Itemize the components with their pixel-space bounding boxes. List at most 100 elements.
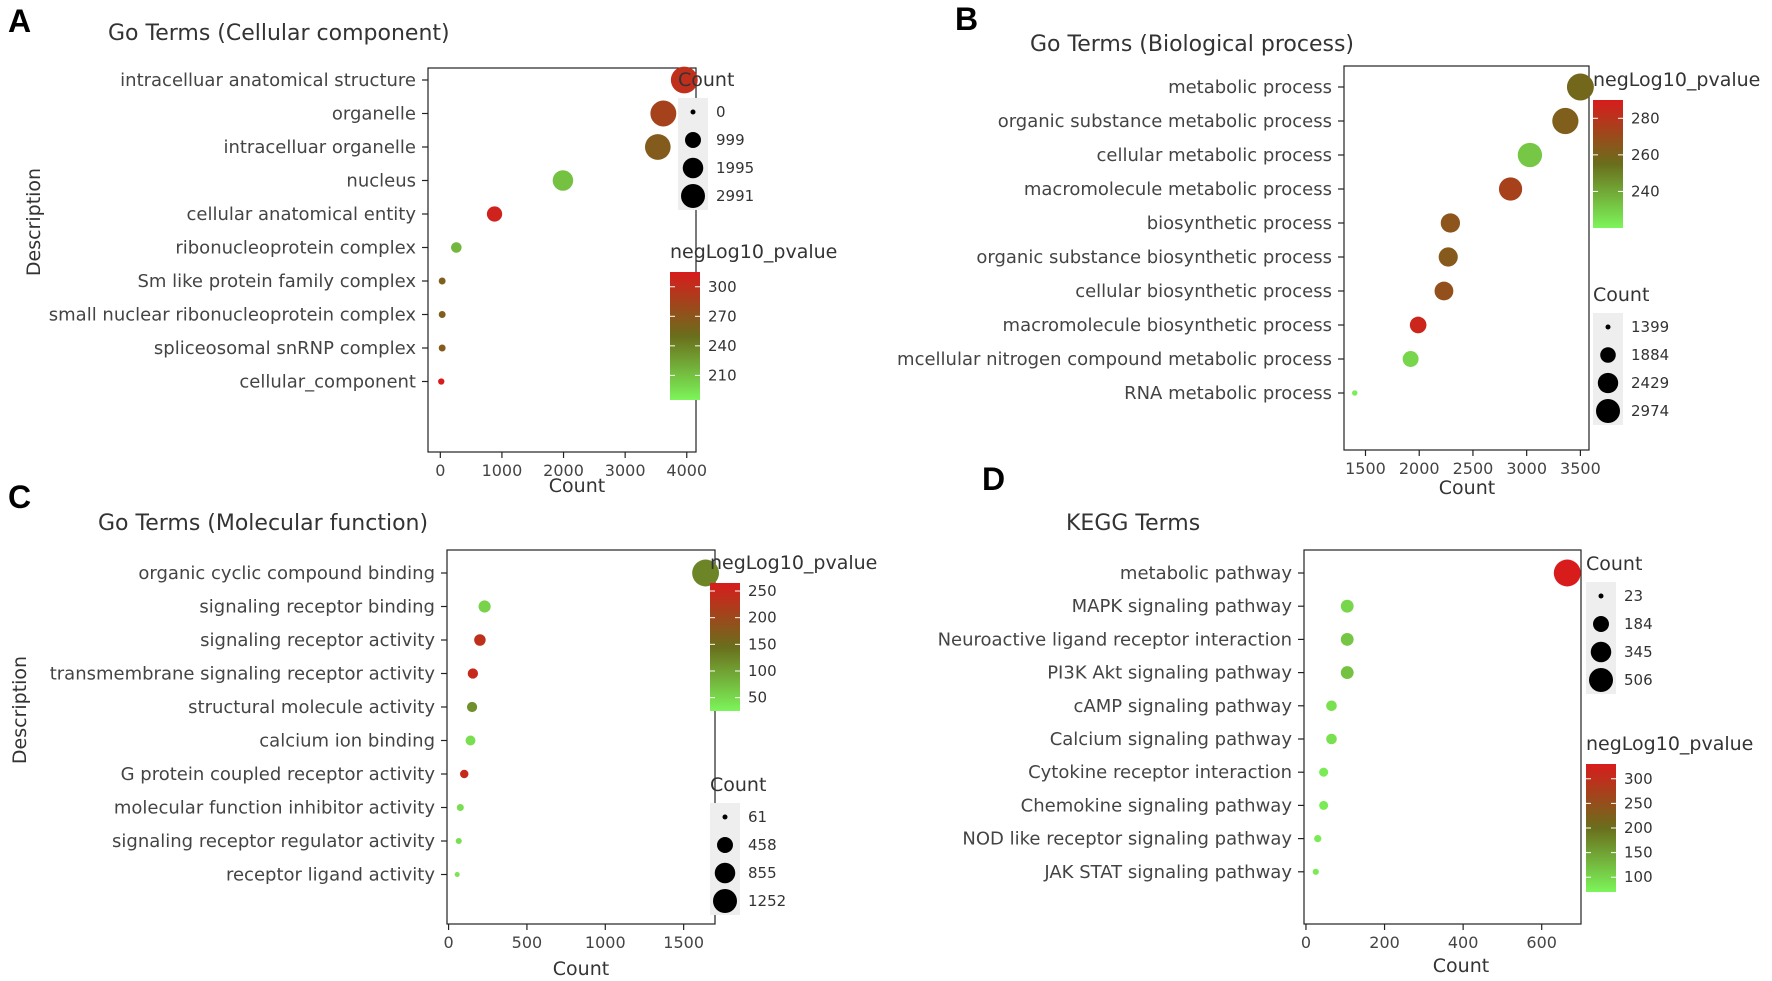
panel-a-color-legend-label: 240	[708, 337, 737, 355]
panel-d-marks: 0 200 400 600 metabolic pathway MAPK signalin…	[938, 553, 1754, 952]
panel-b-color-legend-label: 240	[1631, 182, 1660, 200]
panel-d-size-legend-key	[1598, 593, 1604, 599]
panel-b-data-point	[1517, 142, 1543, 168]
panel-d-size-legend-key	[1593, 616, 1609, 632]
panel-d-data-point	[1319, 767, 1329, 777]
panel-b-size-legend-key	[1600, 347, 1616, 363]
panel-a-title: Go Terms (Cellular component)	[108, 21, 450, 46]
panel-a-data-point	[451, 242, 462, 253]
panel-a-color-bar	[670, 272, 700, 400]
panel-d-color-legend-label: 200	[1624, 819, 1653, 837]
panel-d-xtick-label: 600	[1526, 933, 1557, 952]
panel-a-category-label: cellular anatomical entity	[186, 204, 416, 225]
panel-a-xtick-label: 0	[435, 461, 445, 480]
panel-d-data-point	[1314, 834, 1322, 843]
panel-a-xtick-label: 3000	[605, 461, 646, 480]
panel-a-category-label: spliceosomal snRNP complex	[154, 338, 416, 359]
panel-c-size-legend-label: 61	[748, 808, 767, 826]
panel-c-size-legend-label: 855	[748, 864, 777, 882]
panel-b-category-label: RNA metabolic process	[1124, 383, 1332, 404]
panel-a-data-point	[438, 277, 446, 285]
panel-a-size-legend-label: 999	[716, 131, 745, 149]
panel-b-data-point	[1498, 177, 1523, 201]
panel-a-data-point	[650, 100, 677, 127]
panel-c-data-point	[465, 735, 476, 746]
panel-a-size-legend-key	[685, 132, 701, 148]
panel-b-category-label: mcellular nitrogen compound metabolic pr…	[897, 349, 1332, 370]
panel-b-marks: 1500 2000 2500 3000 3500 metabolic process org…	[897, 69, 1760, 478]
panel-c-data-point	[460, 769, 469, 779]
panel-b-category-label: cellular biosynthetic process	[1075, 281, 1332, 302]
panel-d-color-legend-label: 300	[1624, 770, 1653, 788]
panel-d-data-point	[1553, 559, 1581, 587]
panel-d-category-label: Chemokine signaling pathway	[1021, 795, 1293, 816]
panel-b-category-label: organic substance metabolic process	[998, 111, 1332, 132]
panel-c-title: Go Terms (Molecular function)	[98, 511, 428, 536]
panel-c-xlabel: Count	[553, 958, 609, 980]
panel-c-size-legend-key	[717, 837, 733, 853]
panel-a-data-point	[644, 134, 671, 160]
panel-d-category-label: NOD like receptor signaling pathway	[962, 829, 1292, 850]
panel-d-size-legend-label: 23	[1624, 587, 1643, 605]
panel-d-category-label: Calcium signaling pathway	[1050, 729, 1293, 750]
panel-a-data-point	[438, 378, 445, 385]
panel-a-category-label: intracelluar organelle	[223, 137, 416, 158]
panel-c-color-legend-label: 150	[748, 635, 777, 653]
panel-a-data-point	[486, 206, 503, 222]
panel-a-category-label: intracelluar anatomical structure	[120, 70, 416, 91]
panel-a-color-legend-label: 300	[708, 278, 737, 296]
panel-c-xtick-label: 0	[443, 933, 453, 952]
panel-c-data-point	[456, 803, 464, 812]
panel-b-category-label: macromolecule metabolic process	[1024, 179, 1332, 200]
panel-b-plot-area	[1343, 65, 1590, 451]
panel-d-color-legend-title: negLog10_pvalue	[1586, 733, 1753, 755]
panel-b-xtick-label: 1500	[1345, 459, 1386, 478]
panel-c-color-legend-title: negLog10_pvalue	[710, 552, 877, 574]
panel-d-size-legend-label: 345	[1624, 643, 1653, 661]
panel-b-category-label: metabolic process	[1168, 77, 1332, 98]
panel-c-color-legend-label: 200	[748, 609, 777, 627]
panel-a-data-point	[438, 344, 446, 352]
panel-letter-b: B	[955, 1, 978, 37]
panel-d-xtick-label: 0	[1301, 933, 1311, 952]
panel-d-data-point	[1326, 733, 1337, 745]
panel-a-size-legend-key	[690, 109, 696, 115]
panel-b-size-legend-key	[1597, 372, 1619, 394]
panel-a-category-label: nucleus	[346, 171, 416, 192]
panel-c-plot-area	[446, 549, 716, 925]
panel-d-data-point	[1340, 666, 1354, 680]
panel-d-data-point	[1340, 599, 1354, 613]
panel-b-size-legend-label: 2429	[1631, 374, 1669, 392]
panel-d-xtick-label: 400	[1448, 933, 1479, 952]
panel-c-category-label: organic cyclic compound binding	[138, 563, 435, 584]
panel-b-data-point	[1434, 281, 1454, 301]
panel-b-data-point	[1409, 316, 1427, 334]
panel-c-category-label: signaling receptor regulator activity	[112, 831, 435, 852]
panel-b-category-label: biosynthetic process	[1147, 213, 1332, 234]
panel-d-color-legend-label: 250	[1624, 794, 1653, 812]
panel-b-color-legend-label: 280	[1631, 109, 1660, 127]
panel-d-color-legend-label: 150	[1624, 844, 1653, 862]
panel-b-data-point	[1566, 73, 1594, 101]
panel-c-color-bar	[710, 583, 740, 711]
panel-c-color-legend-label: 250	[748, 582, 777, 600]
panel-b-data-point	[1440, 213, 1461, 233]
panel-b-color-legend-title: negLog10_pvalue	[1593, 69, 1760, 91]
panel-letter-d: D	[982, 461, 1005, 497]
panel-c-size-legend-key	[722, 814, 728, 820]
panel-c-color-legend-label: 50	[748, 689, 767, 707]
panel-d-size-legend-label: 184	[1624, 615, 1653, 633]
panel-c-size-legend-key	[713, 889, 737, 913]
panel-c-data-point	[474, 634, 486, 646]
panel-b-xtick-label: 3500	[1560, 459, 1601, 478]
panel-d-size-legend-key	[1590, 641, 1612, 663]
panel-a-category-label: small nuclear ribonucleoprotein complex	[49, 305, 417, 326]
panel-c-size-legend-label: 458	[748, 836, 777, 854]
panel-d-size-legend-key	[1589, 668, 1613, 692]
panel-a-category-label: cellular_component	[239, 372, 416, 393]
panel-c-data-point	[466, 701, 478, 713]
panel-a-size-legend-title: Count	[678, 69, 734, 91]
panel-a-xtick-label: 1000	[482, 461, 523, 480]
panel-d-plot-area	[1303, 549, 1582, 925]
